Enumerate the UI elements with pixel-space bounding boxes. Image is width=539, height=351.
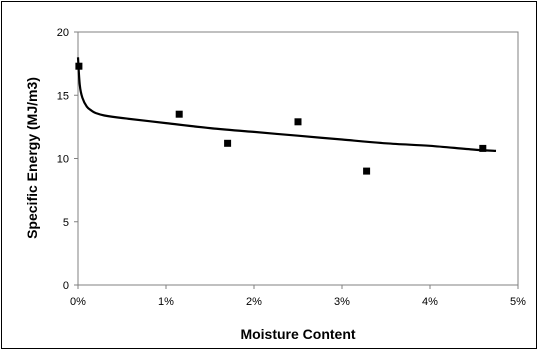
x-tick-label: 3% bbox=[334, 296, 350, 308]
x-axis-title: Moisture Content bbox=[240, 326, 355, 342]
x-tick-label: 1% bbox=[158, 296, 174, 308]
data-point bbox=[75, 62, 83, 70]
data-points bbox=[75, 62, 487, 175]
x-tick-label: 0% bbox=[70, 296, 86, 308]
y-tick-label: 15 bbox=[57, 90, 69, 102]
x-axis-ticks: 0% 1% 2% 3% 4% 5% bbox=[70, 285, 526, 308]
trend-line bbox=[76, 57, 497, 152]
x-tick-label: 2% bbox=[246, 296, 262, 308]
y-tick-label: 0 bbox=[63, 280, 69, 292]
data-point bbox=[479, 144, 487, 152]
y-tick-label: 20 bbox=[57, 27, 69, 39]
y-axis-title: Specific Energy (MJ/m3) bbox=[24, 77, 40, 239]
data-point bbox=[363, 167, 371, 175]
plot-area bbox=[77, 31, 519, 286]
y-axis-ticks: 0 5 10 15 20 bbox=[57, 27, 78, 292]
data-point bbox=[224, 139, 232, 147]
x-tick-label: 4% bbox=[422, 296, 438, 308]
y-tick-label: 10 bbox=[57, 154, 69, 166]
data-point bbox=[175, 110, 183, 118]
x-tick-label: 5% bbox=[510, 296, 526, 308]
y-tick-label: 5 bbox=[63, 217, 69, 229]
data-point bbox=[294, 118, 302, 126]
